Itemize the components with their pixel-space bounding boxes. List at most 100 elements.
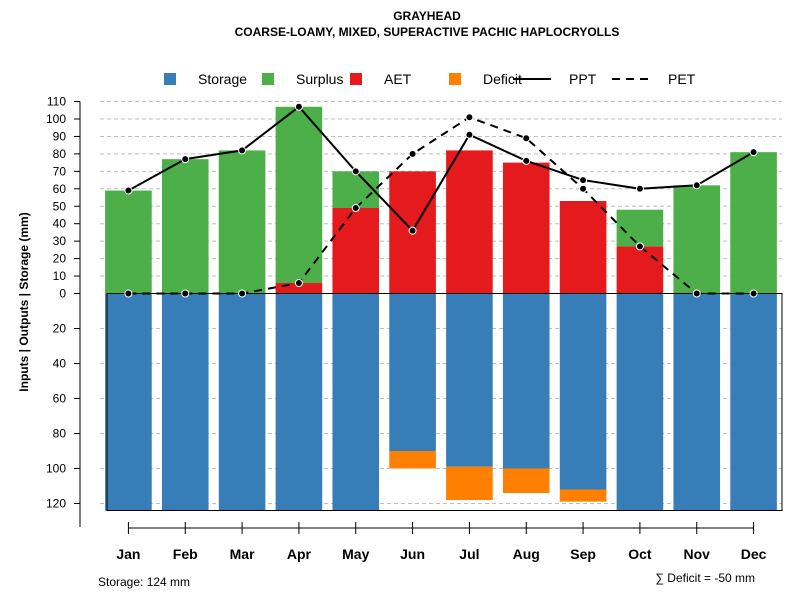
y-tick-label: 0 [59, 287, 66, 301]
pet-point [522, 134, 531, 143]
y-tick-label: 70 [53, 164, 67, 178]
pet-point [635, 242, 644, 251]
legend-swatch [262, 73, 274, 85]
surplus-bar [332, 171, 380, 208]
legend-swatch [164, 73, 176, 85]
ppt-point [124, 186, 133, 195]
y-tick-label: 100 [46, 112, 66, 126]
ppt-point [465, 130, 474, 139]
chart-title: GRAYHEAD [393, 9, 461, 23]
pet-point [408, 149, 417, 158]
ppt-point [408, 226, 417, 235]
series-points [124, 102, 758, 298]
y-tick-label: 110 [47, 95, 66, 109]
y-tick-label: 40 [53, 357, 67, 371]
ppt-point [238, 146, 247, 155]
series-lines [127, 105, 755, 295]
ppt-line [127, 105, 755, 233]
ppt-point [181, 155, 190, 164]
y-tick-label: 120 [46, 497, 66, 511]
storage-bar [105, 293, 152, 511]
deficit-bar [502, 468, 550, 493]
x-tick-label-jul: Jul [459, 546, 479, 562]
surplus-bar [105, 190, 152, 294]
bars [105, 106, 783, 511]
storage-bar [730, 293, 777, 511]
ppt-point [749, 148, 758, 157]
x-axis: Jan Feb Mar Apr May Jun Jul Aug Sep Oct Nov Dec [116, 522, 767, 562]
legend-label: AET [384, 71, 412, 87]
x-tick-label-apr: Apr [287, 546, 312, 562]
surplus-bar [673, 185, 721, 294]
x-tick-label-mar: Mar [230, 546, 255, 562]
pet-point [238, 289, 247, 298]
ppt-point [294, 102, 303, 111]
y-tick-label: 10 [53, 269, 67, 283]
deficit-note: ∑ Deficit = -50 mm [655, 571, 755, 585]
y-tick-label: 60 [53, 392, 67, 406]
surplus-bar [275, 106, 323, 284]
y-axis-label: Inputs | Outputs | Storage (mm) [17, 212, 31, 391]
pet-point [465, 113, 474, 122]
y-tick-label: 20 [53, 322, 67, 336]
y-tick-label: 20 [53, 252, 67, 266]
storage-bar [332, 293, 380, 511]
legend-label: PET [668, 71, 696, 87]
ppt-point [635, 184, 644, 193]
aet-bar [559, 201, 607, 294]
legend-label: Deficit [483, 71, 522, 87]
aet-bar [275, 283, 323, 294]
legend-swatch [350, 73, 362, 85]
y-tick-label: 80 [53, 427, 67, 441]
deficit-bar [559, 489, 607, 502]
pet-point [124, 289, 133, 298]
storage-bar [218, 293, 266, 511]
legend-label: Storage [198, 71, 247, 87]
pet-point [351, 203, 360, 212]
aet-bar [446, 150, 493, 294]
pet-line [128, 116, 754, 295]
x-tick-label-feb: Feb [173, 546, 198, 562]
y-tick-label: 90 [53, 129, 67, 143]
y-tick-label: 50 [53, 199, 67, 213]
x-tick-label-oct: Oct [628, 546, 652, 562]
legend-label: Surplus [296, 71, 343, 87]
storage-bar [389, 293, 436, 451]
deficit-bar [446, 466, 493, 500]
pet-point [579, 184, 588, 193]
storage-bar [446, 293, 493, 467]
y-tick-label: 60 [53, 182, 67, 196]
x-tick-label-may: May [342, 546, 369, 562]
x-tick-label-nov: Nov [684, 546, 711, 562]
aet-bar [616, 246, 664, 294]
y-tick-label: 40 [53, 217, 67, 231]
aet-bar [332, 207, 380, 294]
x-tick-label-jan: Jan [116, 546, 140, 562]
y-tick-label: 80 [53, 147, 67, 161]
gridlines [100, 101, 782, 504]
storage-note: Storage: 124 mm [98, 575, 190, 589]
x-tick-label-aug: Aug [513, 546, 540, 562]
storage-bar [275, 293, 323, 511]
y-tick-label: 100 [46, 462, 66, 476]
storage-bar [161, 293, 209, 511]
surplus-bar [730, 152, 777, 294]
ppt-point [522, 156, 531, 165]
surplus-bar [616, 209, 664, 247]
storage-bar [673, 293, 721, 511]
ppt-point [692, 181, 701, 190]
storage-bar [616, 293, 664, 511]
pet-point [181, 289, 190, 298]
x-tick-label-sep: Sep [570, 546, 596, 562]
y-tick-label: 30 [53, 234, 67, 248]
legend: Storage Surplus AET Deficit PPT PET [164, 71, 696, 87]
storage-bar [559, 293, 607, 490]
pet-point [294, 279, 303, 288]
ppt-point [579, 176, 588, 185]
chart-subtitle: COARSE-LOAMY, MIXED, SUPERACTIVE PACHIC … [235, 25, 620, 39]
surplus-bar [218, 150, 266, 294]
ppt-point [351, 167, 360, 176]
pet-point [692, 289, 701, 298]
